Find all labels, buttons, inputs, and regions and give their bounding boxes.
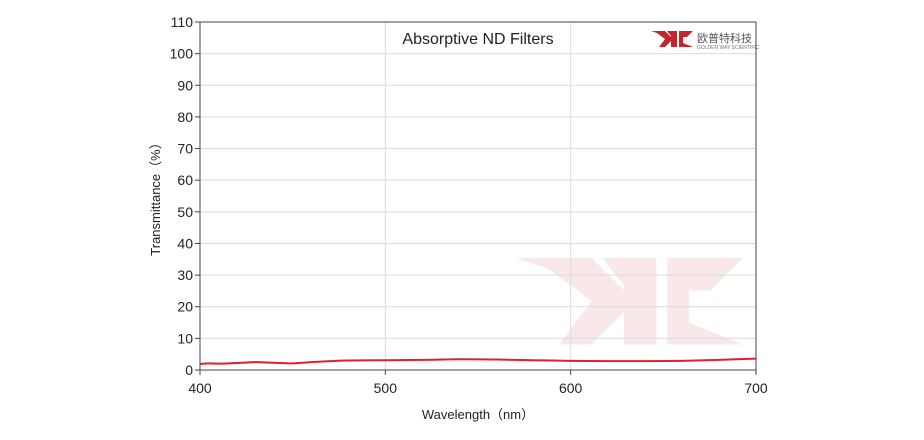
y-tick-label: 90	[177, 77, 193, 93]
y-tick-label: 60	[177, 172, 193, 188]
y-tick-label: 20	[177, 299, 193, 315]
watermark-logo	[516, 258, 743, 345]
chart-title: Absorptive ND Filters	[402, 31, 553, 48]
x-tick-label: 700	[744, 380, 768, 396]
logo-shape-left	[651, 31, 673, 47]
plot-frame	[199, 21, 757, 371]
logo-shape-right	[667, 258, 743, 345]
chart-grid	[200, 22, 756, 370]
brand-logo: 欧普特科技 GOLDEN WAY SCIENTIFIC	[651, 31, 760, 51]
y-tick-label: 80	[177, 109, 193, 125]
logo-shape-middle	[602, 258, 657, 345]
series-layer	[199, 357, 757, 365]
y-tick-label: 40	[177, 235, 193, 251]
x-tick-label: 600	[559, 380, 583, 396]
logo-shape-middle	[667, 31, 677, 47]
x-axis-label: Wavelength（nm）	[422, 407, 534, 422]
x-tick-label: 400	[188, 380, 212, 396]
series-line	[199, 357, 757, 365]
y-tick-label: 110	[171, 14, 194, 30]
logo-english-name: GOLDEN WAY SCIENTIFIC	[697, 45, 760, 51]
y-axis-ticks: 0 10 20 30 40 50 60 70 80 90 100 110	[170, 14, 200, 378]
logo-shape-left	[516, 258, 635, 345]
y-tick-label: 30	[177, 267, 193, 283]
x-tick-label: 500	[374, 380, 398, 396]
logo-chinese-name: 欧普特科技	[697, 31, 752, 45]
x-axis-ticks: 400 500 600 700	[188, 370, 768, 396]
y-tick-label: 100	[170, 46, 194, 62]
y-tick-label: 50	[177, 204, 193, 220]
y-tick-label: 10	[177, 330, 193, 346]
logo-mark-icon	[651, 31, 693, 47]
y-tick-label: 70	[177, 141, 193, 157]
logo-shape-right	[679, 31, 693, 47]
y-tick-label: 0	[185, 362, 193, 378]
y-axis-label: Transmittance（%）	[148, 136, 163, 255]
